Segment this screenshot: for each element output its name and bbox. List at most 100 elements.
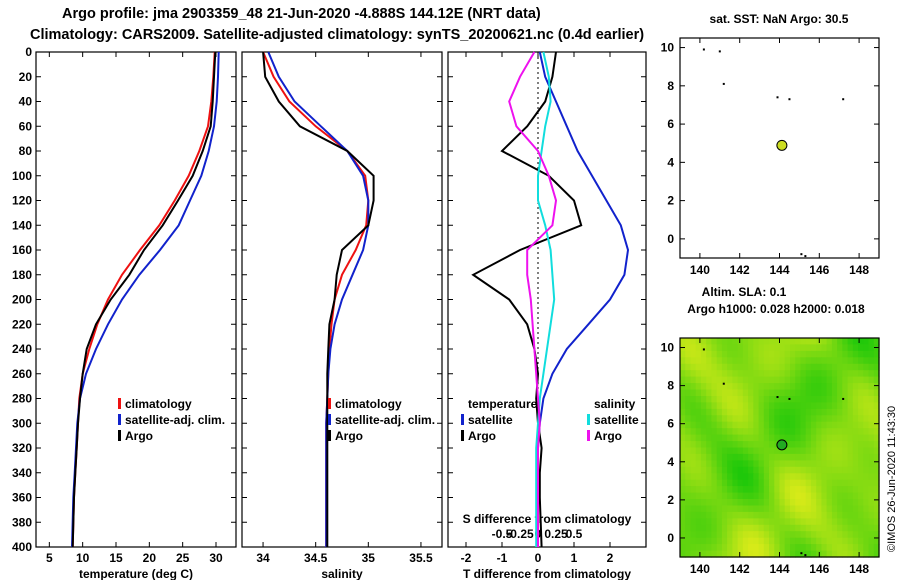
heatmap-cell xyxy=(690,408,697,416)
heatmap-cell xyxy=(868,486,875,494)
heatmap-cell xyxy=(837,537,843,545)
heatmap-cell xyxy=(805,338,812,345)
heatmap-cell xyxy=(695,344,702,352)
heatmap-cell xyxy=(763,421,770,429)
heatmap-cell xyxy=(769,370,775,378)
heatmap-cell xyxy=(858,383,864,391)
heatmap-cell xyxy=(858,511,864,519)
heatmap-cell xyxy=(863,363,870,371)
x-tick-label: 10 xyxy=(76,551,90,565)
heatmap-cell xyxy=(758,376,765,384)
heatmap-cell xyxy=(716,402,723,410)
heatmap-cell xyxy=(858,428,864,436)
heatmap-cell xyxy=(753,511,760,519)
heatmap-cell xyxy=(769,511,775,519)
heatmap-cell xyxy=(873,441,880,449)
heatmap-cell xyxy=(690,537,697,545)
heatmap-cell xyxy=(711,447,718,455)
x-tick-label: -2 xyxy=(461,551,472,565)
heatmap-cell xyxy=(784,473,791,481)
heatmap-cell xyxy=(700,518,707,526)
heatmap-cell xyxy=(737,350,744,358)
heatmap-cell xyxy=(779,524,786,532)
x-tick-label: 35 xyxy=(362,551,376,565)
heatmap-cell xyxy=(790,357,796,365)
heatmap-cell xyxy=(784,434,791,442)
heatmap-cell xyxy=(742,505,749,513)
heatmap-cell xyxy=(732,396,739,403)
heatmap-cell xyxy=(842,447,849,455)
heatmap-cell xyxy=(852,441,859,449)
heatmap-cell xyxy=(852,415,859,423)
heatmap-cell xyxy=(784,357,791,365)
heatmap-cell xyxy=(800,537,807,545)
heatmap-cell xyxy=(779,544,786,552)
heatmap-cell xyxy=(831,537,838,545)
heatmap-cell xyxy=(790,396,796,403)
heatmap-cell xyxy=(763,396,770,403)
y-tick-label: 4 xyxy=(667,455,674,469)
heatmap-cell xyxy=(769,505,775,513)
heatmap-cell xyxy=(831,389,838,397)
y-tick-label: 360 xyxy=(12,491,32,505)
heatmap-cell xyxy=(758,466,765,474)
heatmap-cell xyxy=(831,370,838,378)
legend-title-temperature: temperature xyxy=(468,397,538,411)
heatmap-cell xyxy=(732,376,739,384)
y-tick-label: 140 xyxy=(12,218,32,232)
heatmap-cell xyxy=(758,453,765,461)
heatmap-cell xyxy=(774,447,781,455)
legend-label: climatology xyxy=(335,397,402,411)
heatmap-cell xyxy=(690,453,697,461)
heatmap-cell xyxy=(737,492,744,500)
heatmap-cell xyxy=(873,434,880,442)
heatmap-cell xyxy=(831,479,838,487)
heatmap-cell xyxy=(680,518,686,526)
x-tick-label: 34.5 xyxy=(304,551,328,565)
heatmap-cell xyxy=(742,389,749,397)
heatmap-cell xyxy=(816,428,822,436)
temperature-panel: 0 20 40 60 80 100 120 140 160 180 200 220 240 260 280 3… xyxy=(12,45,237,580)
salinity-panel: 34 34.5 35 35.5 salinity climatology satellite… xyxy=(241,51,443,580)
heatmap-cell xyxy=(847,492,854,500)
heatmap-cell xyxy=(774,389,781,397)
heatmap-cell xyxy=(732,428,739,436)
heatmap-cell xyxy=(852,370,859,378)
heatmap-cell xyxy=(847,531,854,539)
heatmap-cell xyxy=(716,531,723,539)
heatmap-cell xyxy=(842,389,849,397)
heatmap-cell xyxy=(800,550,807,558)
heatmap-cell xyxy=(695,544,702,552)
y-tick-label: 280 xyxy=(12,392,32,406)
heatmap-cell xyxy=(685,415,691,423)
heatmap-cell xyxy=(711,357,718,365)
heatmap-cell xyxy=(711,486,718,494)
y-tick-label: 240 xyxy=(12,342,32,356)
heatmap-cell xyxy=(690,479,697,487)
heatmap-cell xyxy=(863,434,870,442)
map-dot xyxy=(776,96,779,99)
heatmap-cell xyxy=(816,389,822,397)
heatmap-cell xyxy=(748,434,754,442)
heatmap-cell xyxy=(805,524,812,532)
heatmap-cell xyxy=(784,396,791,403)
heatmap-cell xyxy=(852,408,859,416)
heatmap-cell xyxy=(753,473,760,481)
heatmap-cell xyxy=(685,473,691,481)
heatmap-cell xyxy=(873,350,880,358)
heatmap-cell xyxy=(816,421,822,429)
heatmap-cell xyxy=(847,408,854,416)
map-dot xyxy=(702,348,705,351)
heatmap-cell xyxy=(800,447,807,455)
heatmap-cell xyxy=(826,338,833,345)
heatmap-cell xyxy=(721,402,728,410)
heatmap-cell xyxy=(784,511,791,519)
heatmap-cell xyxy=(868,499,875,506)
heatmap-cell xyxy=(852,402,859,410)
heatmap-cell xyxy=(873,338,880,345)
heatmap-cell xyxy=(837,531,843,539)
heatmap-cell xyxy=(716,505,723,513)
heatmap-cell xyxy=(695,447,702,455)
heatmap-cell xyxy=(685,492,691,500)
heatmap-cell xyxy=(690,350,697,358)
